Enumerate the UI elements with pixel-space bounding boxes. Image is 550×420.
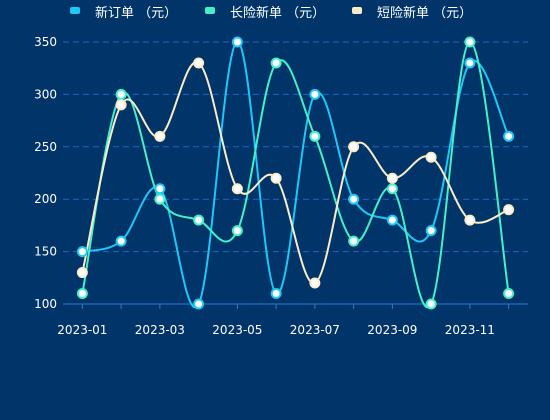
x-axis: 2023-01 2023-03 2023-05 2023-07 2023-09 2023-… bbox=[57, 303, 528, 337]
data-point-s1-4[interactable] bbox=[231, 225, 243, 237]
data-point-s0-1[interactable] bbox=[115, 235, 127, 247]
data-point-s0-2[interactable] bbox=[154, 183, 166, 195]
legend-swatch bbox=[352, 7, 362, 14]
series-lines bbox=[81, 40, 510, 309]
data-point-s0-11[interactable] bbox=[503, 130, 515, 142]
data-point-s2-10[interactable] bbox=[464, 214, 476, 226]
series-points bbox=[76, 36, 515, 310]
y-tick-label: 150 bbox=[34, 245, 57, 259]
data-point-s1-2[interactable] bbox=[154, 193, 166, 205]
data-point-s1-3[interactable] bbox=[193, 214, 205, 226]
data-point-s0-3[interactable] bbox=[193, 298, 205, 310]
legend-swatch bbox=[205, 7, 215, 14]
data-point-s1-9[interactable] bbox=[425, 298, 437, 310]
data-point-s2-7[interactable] bbox=[348, 141, 360, 153]
legend-swatch bbox=[70, 7, 80, 14]
data-point-s2-9[interactable] bbox=[425, 151, 437, 163]
data-point-s1-6[interactable] bbox=[309, 130, 321, 142]
data-point-s0-9[interactable] bbox=[425, 225, 437, 237]
x-tick-label: 2023-03 bbox=[135, 323, 185, 337]
x-tick-label: 2023-11 bbox=[445, 323, 495, 337]
data-point-s1-5[interactable] bbox=[270, 57, 282, 69]
data-point-s1-8[interactable] bbox=[386, 183, 398, 195]
data-point-s1-0[interactable] bbox=[76, 288, 88, 300]
legend-label[interactable]: 长险新单 （元） bbox=[230, 5, 325, 21]
data-point-s2-6[interactable] bbox=[309, 277, 321, 289]
y-tick-label: 350 bbox=[34, 35, 57, 49]
data-point-s2-3[interactable] bbox=[193, 57, 205, 69]
x-tick-label: 2023-09 bbox=[367, 323, 417, 337]
data-point-s2-2[interactable] bbox=[154, 130, 166, 142]
y-axis: 100 150 200 250 300 350 bbox=[34, 35, 57, 311]
x-tick-label: 2023-01 bbox=[57, 323, 107, 337]
data-point-s0-0[interactable] bbox=[76, 246, 88, 258]
data-point-s0-4[interactable] bbox=[231, 36, 243, 48]
data-point-s0-10[interactable] bbox=[464, 57, 476, 69]
data-point-s0-7[interactable] bbox=[348, 193, 360, 205]
data-point-s1-10[interactable] bbox=[464, 36, 476, 48]
data-point-s2-4[interactable] bbox=[231, 183, 243, 195]
legend-label[interactable]: 短险新单 （元） bbox=[377, 5, 472, 21]
data-point-s1-7[interactable] bbox=[348, 235, 360, 247]
data-point-s2-1[interactable] bbox=[115, 99, 127, 111]
series-line-2 bbox=[81, 61, 510, 285]
data-point-s2-5[interactable] bbox=[270, 172, 282, 184]
legend-label[interactable]: 新订单 （元） bbox=[95, 5, 177, 21]
series-line-0 bbox=[82, 40, 510, 309]
grid bbox=[63, 41, 528, 253]
data-point-s0-5[interactable] bbox=[270, 288, 282, 300]
y-tick-label: 250 bbox=[34, 140, 57, 154]
data-point-s1-1[interactable] bbox=[115, 88, 127, 100]
y-tick-label: 200 bbox=[34, 192, 57, 206]
x-tick-label: 2023-05 bbox=[212, 323, 262, 337]
data-point-s2-0[interactable] bbox=[76, 267, 88, 279]
x-tick-label: 2023-07 bbox=[290, 323, 340, 337]
data-point-s0-6[interactable] bbox=[309, 88, 321, 100]
y-tick-label: 100 bbox=[34, 297, 57, 311]
data-point-s2-8[interactable] bbox=[386, 172, 398, 184]
data-point-s1-11[interactable] bbox=[503, 288, 515, 300]
data-point-s2-11[interactable] bbox=[503, 204, 515, 216]
y-tick-label: 300 bbox=[34, 87, 57, 101]
data-point-s0-8[interactable] bbox=[386, 214, 398, 226]
legend: 新订单 （元） 长险新单 （元） 短险新单 （元） bbox=[70, 5, 472, 21]
